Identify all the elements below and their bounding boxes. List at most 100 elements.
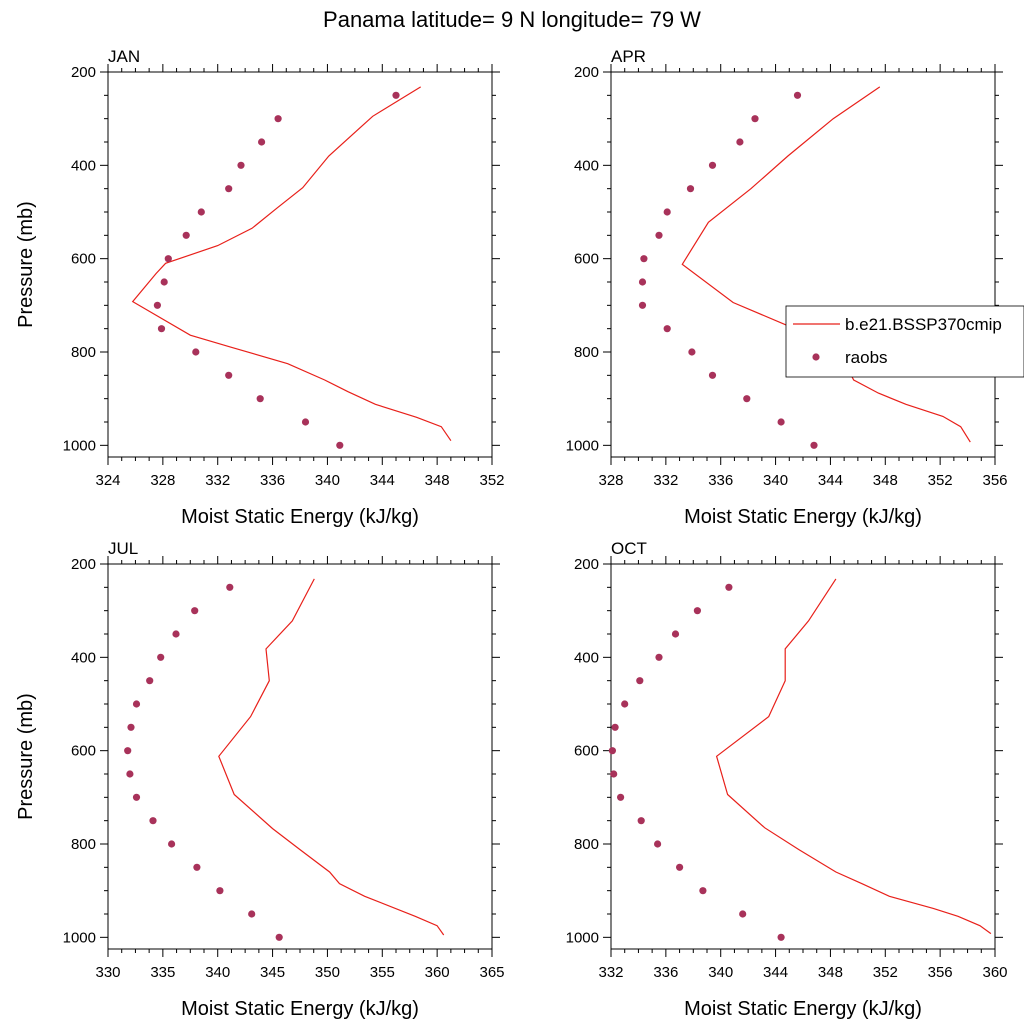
x-tick-label: 348 [873,472,898,489]
raobs-point [654,840,662,848]
y-tick-label: 600 [71,251,96,268]
y-axis-label: Pressure (mb) [15,693,37,820]
raobs-point [637,817,645,825]
raobs-point [225,185,233,193]
legend-label-raobs: raobs [845,348,888,367]
raobs-point [699,887,707,895]
y-tick-label: 200 [71,64,96,81]
raobs-point [617,793,625,801]
y-tick-label: 200 [71,556,96,573]
y-tick-label: 800 [71,344,96,361]
raobs-point [146,677,154,685]
panel-title: OCT [611,539,647,558]
legend-box [785,305,1024,378]
raobs-point [743,395,751,403]
raobs-point [275,933,283,941]
x-tick-label: 352 [479,472,504,489]
panel-title: JUL [108,539,138,558]
raobs-point [655,653,663,661]
raobs-point [126,770,134,778]
raobs-point [640,255,648,263]
plot-frame [107,563,493,950]
raobs-point [793,91,802,99]
raobs-point [638,278,647,286]
raobs-point [168,840,176,848]
y-tick-label: 200 [574,64,599,81]
x-tick-label: 340 [763,472,788,489]
x-tick-label: 344 [370,472,395,489]
raobs-point [693,607,702,615]
model-line [218,578,445,936]
y-tick-label: 1000 [63,929,96,946]
y-tick-label: 400 [574,649,599,666]
y-tick-label: 800 [71,836,96,853]
raobs-point [621,700,629,708]
raobs-point [708,161,717,169]
raobs-point [676,863,684,871]
raobs-point [192,348,200,356]
raobs-point [197,208,205,216]
plot-frame [610,563,996,950]
y-tick-label: 800 [574,836,599,853]
raobs-point [193,863,201,871]
y-axis-label: Pressure (mb) [15,201,37,328]
x-tick-label: 348 [818,964,843,981]
x-tick-label: 350 [315,964,340,981]
model-line [715,578,992,935]
raobs-point [663,208,671,216]
raobs-point [191,607,199,615]
raobs-point [708,371,717,379]
x-tick-label: 356 [982,472,1007,489]
raobs-point [127,723,135,731]
x-tick-label: 336 [653,964,678,981]
y-tick-label: 600 [574,743,599,760]
y-tick-label: 200 [574,556,599,573]
panels: 324 328 332 336 340 344 348 352 200 400 600 800 1000… [15,47,1008,1020]
raobs-point [172,630,180,638]
model-line [131,86,452,442]
raobs-point [751,115,759,123]
x-tick-label: 352 [928,472,953,489]
raobs-point [336,441,344,449]
raobs-point [248,910,256,918]
raobs-point [153,301,161,309]
raobs-point [810,441,818,449]
x-tick-label: 365 [479,964,504,981]
x-tick-label: 344 [818,472,843,489]
x-tick-label: 352 [873,964,898,981]
raobs-point [777,418,785,426]
plot-frame [107,71,493,458]
raobs-point [258,138,266,146]
x-tick-label: 355 [370,964,395,981]
x-tick-label: 340 [315,472,340,489]
x-tick-label: 340 [205,964,230,981]
raobs-point [226,583,234,591]
y-tick-label: 400 [574,157,599,174]
x-tick-label: 356 [928,964,953,981]
raobs-point [608,747,617,755]
raobs-point [736,138,744,146]
x-tick-label: 335 [150,964,175,981]
x-tick-label: 328 [598,472,623,489]
panel-apr: 328 332 336 340 344 348 352 356 200 400 600 800 1000… [566,47,1008,528]
raobs-point [237,161,245,169]
y-tick-label: 400 [71,649,96,666]
raobs-point [182,231,190,239]
raobs-point [164,255,172,263]
x-tick-label: 336 [708,472,733,489]
y-tick-label: 1000 [566,437,599,454]
raobs-point [610,770,618,778]
raobs-point [671,630,680,638]
raobs-point [777,933,785,941]
y-tick-label: 600 [574,251,599,268]
raobs-point [638,301,647,309]
raobs-point [663,325,671,333]
x-tick-label: 332 [598,964,623,981]
legend-label-model: b.e21.BSSP370cmip [845,315,1002,334]
x-axis-label: Moist Static Energy (kJ/kg) [181,506,419,528]
raobs-point [225,371,233,379]
y-tick-label: 800 [574,344,599,361]
x-tick-label: 340 [708,964,733,981]
